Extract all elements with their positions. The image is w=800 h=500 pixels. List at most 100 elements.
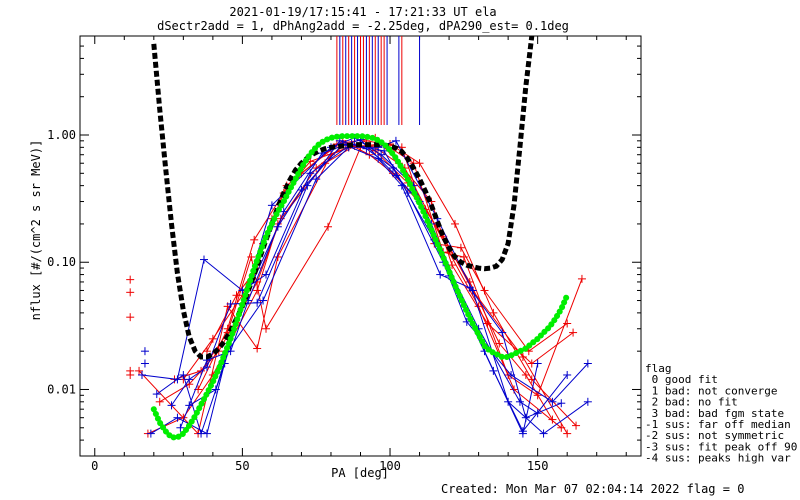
x-tick-label: 0 [91,459,98,473]
flag-legend-line: -3 sus: fit peak off 90 [645,440,797,453]
data-point-marker [200,255,209,264]
data-point-marker [518,427,527,436]
peak-lines-layer [336,36,421,125]
data-point-marker [374,154,383,163]
data-point-marker [495,339,504,348]
data-point-marker [262,270,271,279]
data-point-marker [253,298,262,307]
data-point-marker [489,366,498,375]
data-point-marker [152,390,161,399]
data-point-marker [397,181,406,190]
data-point-marker [391,136,400,145]
data-point-marker [179,370,188,379]
data-point-marker [173,413,182,422]
data-point-marker [226,299,235,308]
data-point-marker [267,201,276,210]
data-point-marker [563,429,572,438]
data-point-marker [450,219,459,228]
data-point-marker [140,359,149,368]
data-point-marker [197,429,206,438]
data-point-marker [312,175,321,184]
data-point-marker [533,359,542,368]
data-point-marker [126,370,135,379]
data-point-marker [259,296,268,305]
data-point-marker [202,347,211,356]
data-point-marker [140,347,149,356]
data-point-marker [489,308,498,317]
data-point-marker [515,397,524,406]
series-line-red [159,145,568,434]
data-point-marker [273,222,282,231]
data-point-marker [146,429,155,438]
data-point-marker [521,370,530,379]
data-point-marker [185,375,194,384]
data-point-marker [211,385,220,394]
data-point-marker [459,252,468,261]
data-point-marker [135,366,144,375]
data-point-marker [138,370,147,379]
data-point-marker [208,334,217,343]
data-point-marker [377,150,386,159]
x-axis-label: PA [deg] [331,466,389,480]
x-tick-label: 50 [235,459,249,473]
data-point-marker [548,415,557,424]
data-point-marker [518,352,527,361]
data-point-marker [456,243,465,252]
data-point-marker [126,313,135,322]
y-axis-label: nflux [#/(cm^2 s sr MeV)] [29,140,43,321]
data-point-marker [250,235,259,244]
data-point-marker [563,370,572,379]
data-point-marker [572,421,581,430]
data-point-marker [548,397,557,406]
data-point-marker [176,423,185,432]
series-layer [126,133,592,438]
flag-legend-line: 2 bad: no fit [645,396,738,409]
data-point-marker [557,399,566,408]
data-point-marker [462,317,471,326]
data-point-marker [126,288,135,297]
y-tick-label: 1.00 [47,128,76,142]
flag-legend: flag 0 good fit 1 bad: not converge 2 ba… [645,362,797,465]
series-line-blue [150,140,589,435]
flag-legend-line: 0 good fit [645,373,718,386]
data-point-marker [185,401,194,410]
data-point-marker [465,283,474,292]
x-tick-label: 150 [527,459,549,473]
fit-curve-green [150,133,571,441]
flag-legend-line: -1 sus: far off median [645,418,791,431]
data-point-marker [569,328,578,337]
data-point-marker [577,274,586,283]
data-point-marker [297,185,306,194]
data-point-marker [167,401,176,410]
flag-legend-line: flag [645,362,672,375]
footer-created-text: Created: Mon Mar 07 02:04:14 2022 flag =… [441,482,744,496]
axes-layer: 0 50 100 150 0.01 0.10 1.00 [47,35,641,473]
data-point-marker [388,164,397,173]
x-tick-label: 100 [379,459,401,473]
fit-layer [150,35,571,441]
data-point-marker [155,397,164,406]
data-point-marker [583,359,592,368]
chart-title-line1: 2021-01-19/17:15:41 - 17:21:33 UT ela [229,5,496,19]
y-tick-label: 0.10 [47,255,76,269]
chart-title-line2: dSectr2add = 1, dPhAng2add = -2.25deg, d… [157,19,569,33]
data-point-marker [126,275,135,284]
y-tick-label: 0.01 [47,382,76,396]
series-line-blue [179,139,568,433]
flag-legend-line: -4 sus: peaks high var [645,452,791,465]
data-point-marker [448,261,457,270]
flag-legend-line: 1 bad: not converge [645,384,777,397]
data-point-marker [521,413,530,422]
data-point-marker [483,319,492,328]
data-point-marker [539,429,548,438]
data-point-marker [262,324,271,333]
flag-legend-line: 3 bad: bad fgm state [645,407,784,420]
data-point-marker [480,286,489,295]
data-point-marker [324,222,333,231]
data-point-marker [498,328,507,337]
fit-curve-black [151,35,535,360]
data-point-marker [312,164,321,173]
data-point-marker [436,270,445,279]
flag-legend-line: -2 sus: not symmetric [645,429,784,442]
